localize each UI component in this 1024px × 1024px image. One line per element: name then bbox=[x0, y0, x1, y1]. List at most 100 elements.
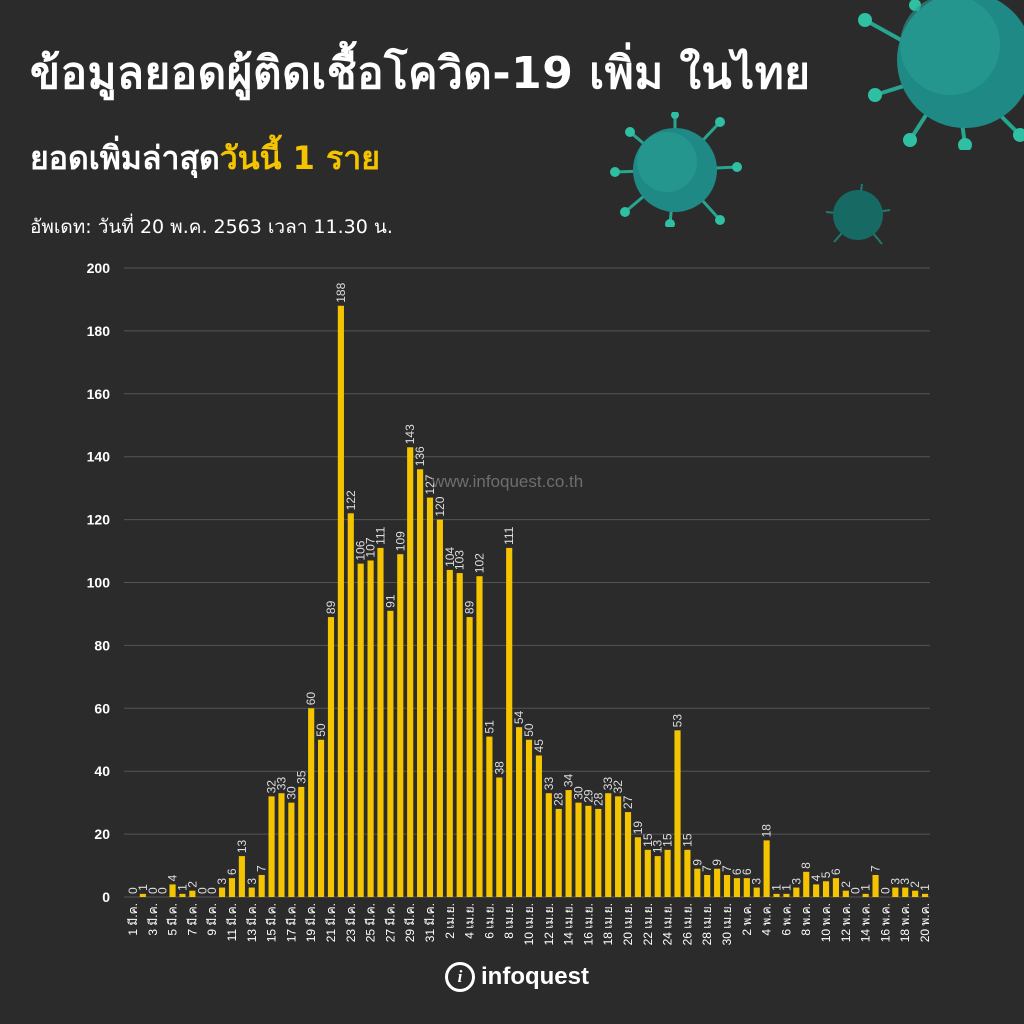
x-tick-label: 30 เม.ย. bbox=[720, 903, 734, 945]
bar bbox=[704, 874, 711, 897]
bar bbox=[218, 887, 226, 897]
bar bbox=[803, 871, 810, 897]
data-label: 120 bbox=[433, 496, 447, 516]
data-label: 2 bbox=[839, 881, 853, 888]
data-label: 33 bbox=[542, 777, 556, 791]
data-label: 4 bbox=[809, 874, 823, 881]
data-label: 15 bbox=[641, 833, 655, 847]
x-tick-label: 14 เม.ย. bbox=[562, 903, 576, 945]
data-label: 6 bbox=[730, 868, 744, 875]
data-label: 50 bbox=[522, 723, 536, 737]
data-label: 7 bbox=[700, 865, 714, 872]
y-tick-label: 100 bbox=[87, 575, 111, 591]
bar bbox=[327, 617, 335, 897]
bar bbox=[179, 893, 186, 897]
data-label: 13 bbox=[235, 839, 249, 853]
bar bbox=[733, 878, 740, 897]
data-label: 32 bbox=[611, 780, 625, 794]
bar bbox=[387, 610, 394, 897]
bar bbox=[842, 890, 849, 897]
data-label: 60 bbox=[304, 692, 318, 706]
x-tick-label: 15 มี.ค. bbox=[265, 903, 279, 942]
x-tick-label: 4 เม.ย. bbox=[463, 903, 477, 939]
data-label: 3 bbox=[750, 878, 764, 885]
bar bbox=[357, 563, 364, 897]
x-tick-label: 16 เม.ย. bbox=[581, 903, 595, 945]
bar bbox=[466, 617, 473, 897]
x-tick-label: 4 พ.ค. bbox=[760, 903, 774, 936]
data-label: 15 bbox=[661, 833, 675, 847]
bar bbox=[921, 893, 929, 897]
bar bbox=[872, 874, 879, 897]
bar bbox=[723, 874, 731, 897]
bar bbox=[575, 802, 582, 897]
bar bbox=[139, 893, 146, 897]
data-label: 6 bbox=[740, 868, 754, 875]
data-label: 104 bbox=[443, 547, 457, 567]
bar bbox=[367, 560, 374, 897]
data-label: 28 bbox=[552, 792, 566, 806]
data-label: 1 bbox=[859, 884, 873, 891]
bar bbox=[278, 793, 285, 897]
bar bbox=[377, 547, 384, 897]
x-tick-label: 31 มี.ค. bbox=[423, 903, 437, 942]
data-label: 15 bbox=[680, 833, 694, 847]
data-label: 89 bbox=[463, 600, 477, 614]
x-tick-label: 12 เม.ย. bbox=[542, 903, 556, 945]
bar bbox=[417, 469, 424, 897]
bar bbox=[783, 893, 790, 897]
data-label: 0 bbox=[878, 887, 892, 894]
x-tick-label: 3 มี.ค. bbox=[146, 903, 160, 936]
x-tick-label: 20 เม.ย. bbox=[621, 903, 635, 945]
data-label: 111 bbox=[373, 526, 387, 545]
data-label: 9 bbox=[690, 859, 704, 866]
x-tick-label: 16 พ.ค. bbox=[878, 903, 892, 942]
data-label: 91 bbox=[383, 594, 397, 608]
x-tick-label: 19 มี.ค. bbox=[304, 903, 318, 942]
watermark: www.infoquest.co.th bbox=[432, 472, 584, 491]
x-tick-label: 21 มี.ค. bbox=[324, 903, 338, 942]
y-tick-label: 60 bbox=[94, 700, 110, 716]
data-label: 30 bbox=[284, 786, 298, 800]
bar bbox=[436, 519, 443, 897]
bar bbox=[456, 573, 463, 897]
bar bbox=[585, 805, 592, 897]
data-label: 3 bbox=[215, 878, 229, 885]
bar bbox=[308, 708, 315, 897]
x-tick-label: 6 เม.ย. bbox=[482, 903, 496, 939]
data-label: 0 bbox=[126, 887, 140, 894]
data-label: 9 bbox=[710, 859, 724, 866]
data-label: 50 bbox=[314, 723, 328, 737]
data-label: 136 bbox=[413, 446, 427, 466]
data-label: 30 bbox=[572, 786, 586, 800]
data-label: 28 bbox=[591, 792, 605, 806]
data-label: 54 bbox=[512, 710, 526, 724]
bar bbox=[298, 786, 305, 897]
x-tick-label: 23 มี.ค. bbox=[344, 903, 358, 942]
data-label: 1 bbox=[136, 884, 150, 891]
x-tick-label: 2 เม.ย. bbox=[443, 903, 457, 939]
data-label: 0 bbox=[156, 887, 170, 894]
y-tick-label: 20 bbox=[94, 826, 110, 842]
virus-illustration-large bbox=[858, 0, 1024, 150]
virus-illustration-medium bbox=[610, 112, 742, 227]
bar bbox=[674, 730, 681, 897]
data-label: 1 bbox=[175, 884, 189, 891]
x-tick-label: 7 มี.ค. bbox=[185, 903, 199, 936]
y-tick-label: 160 bbox=[87, 386, 111, 402]
data-label: 32 bbox=[265, 780, 279, 794]
bar bbox=[743, 878, 750, 897]
bar bbox=[605, 793, 612, 897]
x-tick-label: 20 พ.ค. bbox=[918, 903, 932, 942]
x-tick-label: 28 เม.ย. bbox=[700, 903, 714, 945]
bar bbox=[337, 305, 344, 897]
data-label: 53 bbox=[671, 714, 685, 728]
bar bbox=[476, 576, 483, 897]
x-tick-label: 12 พ.ค. bbox=[839, 903, 853, 942]
subtitle-highlight: วันนี้ 1 ราย bbox=[219, 139, 380, 177]
data-label: 127 bbox=[423, 474, 437, 494]
data-label: 107 bbox=[364, 537, 378, 557]
bar bbox=[189, 890, 196, 897]
data-label: 34 bbox=[562, 773, 576, 787]
